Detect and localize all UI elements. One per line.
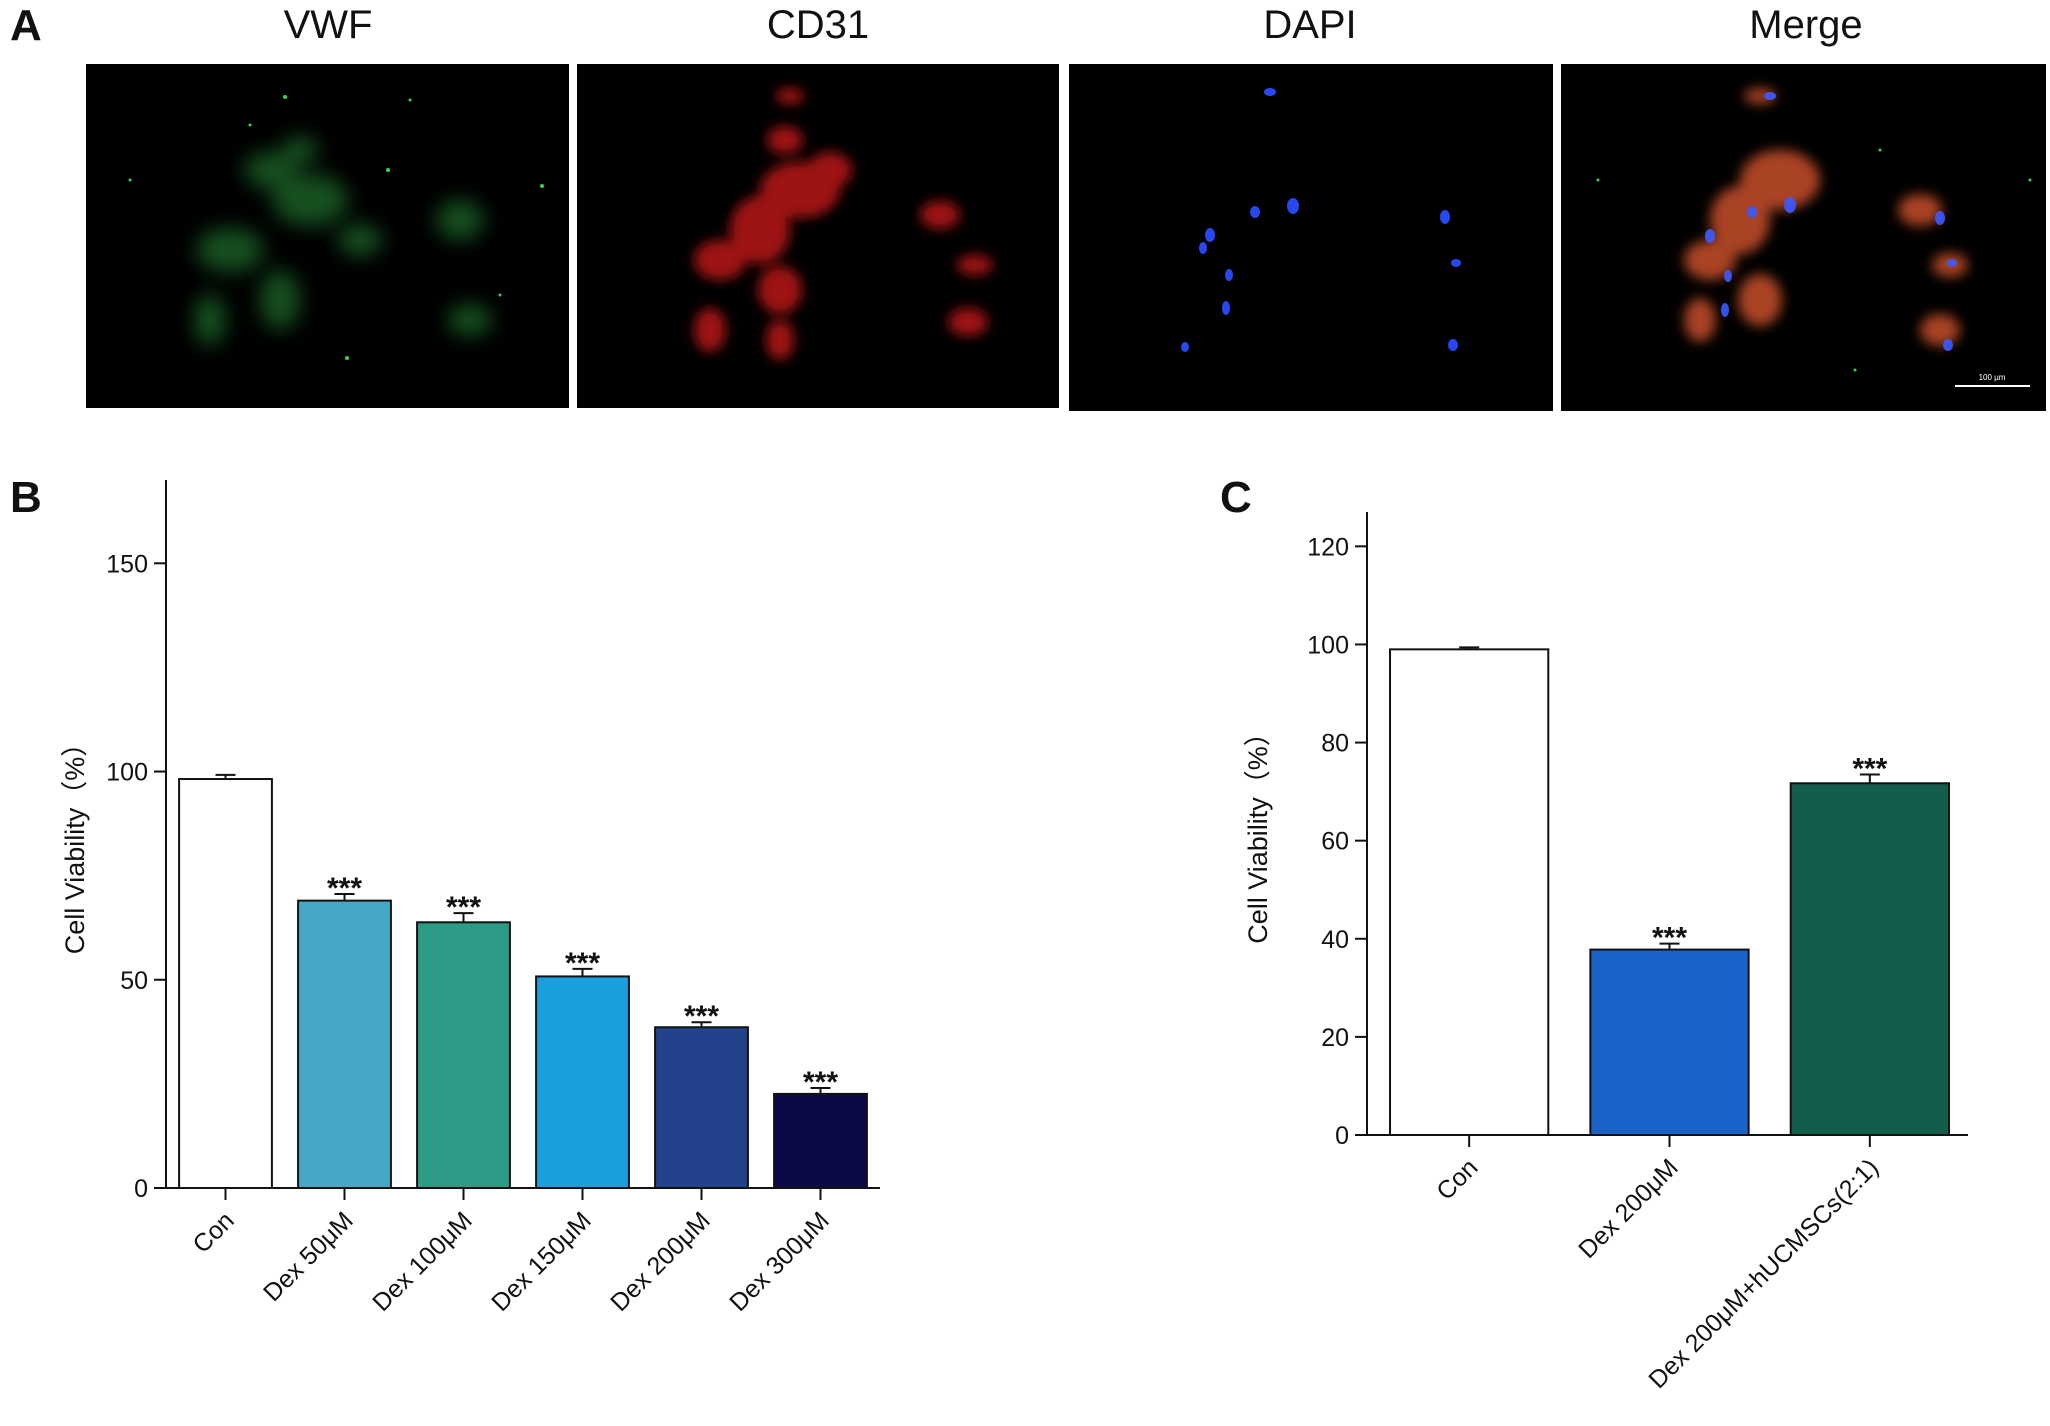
- y-tick-label: 80: [1321, 730, 1349, 758]
- y-tick-label: 0: [134, 1175, 148, 1203]
- micrograph-title-vwf: VWF: [284, 3, 373, 47]
- y-axis-title: Cell Viability（%）: [60, 730, 90, 955]
- x-tick-label: Dex 200μM: [1573, 1153, 1684, 1264]
- bar: [1389, 648, 1550, 1136]
- x-tick-label: Dex 200μM+hUCMSCs(2:1): [1643, 1153, 1884, 1394]
- x-tick-label: Con: [1431, 1153, 1483, 1205]
- micrograph-vwf: [86, 64, 569, 408]
- significance-label: ***: [446, 891, 481, 924]
- x-tick-label: Dex 300μM: [724, 1206, 835, 1317]
- bar: [1589, 948, 1750, 1136]
- y-tick-label: 60: [1321, 828, 1349, 856]
- micrograph-title-merge: Merge: [1749, 3, 1862, 47]
- x-tick-label: Dex 150μM: [486, 1206, 597, 1317]
- bar: [178, 778, 273, 1189]
- significance-label: ***: [803, 1066, 838, 1099]
- micrograph-merge: 100 μm: [1561, 64, 2046, 411]
- bar: [416, 921, 511, 1189]
- y-tick-label: 0: [1335, 1122, 1349, 1150]
- bar: [1789, 782, 1950, 1136]
- significance-label: ***: [327, 872, 362, 905]
- micrograph-cd31: [577, 64, 1059, 408]
- y-tick-label: 120: [1307, 533, 1349, 561]
- x-tick-label: Dex 50μM: [258, 1206, 359, 1307]
- micrograph-title-cd31: CD31: [767, 3, 869, 47]
- y-tick-label: 100: [1307, 631, 1349, 659]
- significance-label: ***: [684, 1000, 719, 1033]
- bar: [535, 975, 630, 1189]
- significance-label: ***: [1852, 752, 1887, 785]
- x-tick-label: Dex 100μM: [367, 1206, 478, 1317]
- panel-letter-c: C: [1220, 473, 1252, 522]
- chart-b: 0 50 100 150 Cell Viability（%） Con *** Dex 50μM…: [60, 480, 880, 1317]
- x-tick-label: Dex 200μM: [605, 1206, 716, 1317]
- x-tick-label: Con: [188, 1206, 240, 1258]
- y-tick-label: 150: [106, 550, 148, 578]
- y-tick-label: 40: [1321, 926, 1349, 954]
- significance-label: ***: [565, 947, 600, 980]
- significance-label: ***: [1652, 922, 1687, 955]
- panel-letter-b: B: [10, 473, 42, 522]
- bar: [654, 1026, 749, 1189]
- y-tick-label: 20: [1321, 1024, 1349, 1052]
- micrograph-title-dapi: DAPI: [1263, 3, 1356, 47]
- bar: [773, 1092, 868, 1190]
- y-tick-label: 100: [106, 759, 148, 787]
- chart-c: 0 20 40 60 80 100 120 Cell Viability（%） Con *** De…: [1243, 512, 1968, 1394]
- scale-bar-label: 100 μm: [1979, 373, 2006, 382]
- panel-letter-a: A: [10, 1, 42, 50]
- y-axis-title: Cell Viability（%）: [1243, 719, 1273, 944]
- y-tick-label: 50: [120, 967, 148, 995]
- micrograph-dapi: [1069, 64, 1553, 411]
- bar: [297, 899, 392, 1190]
